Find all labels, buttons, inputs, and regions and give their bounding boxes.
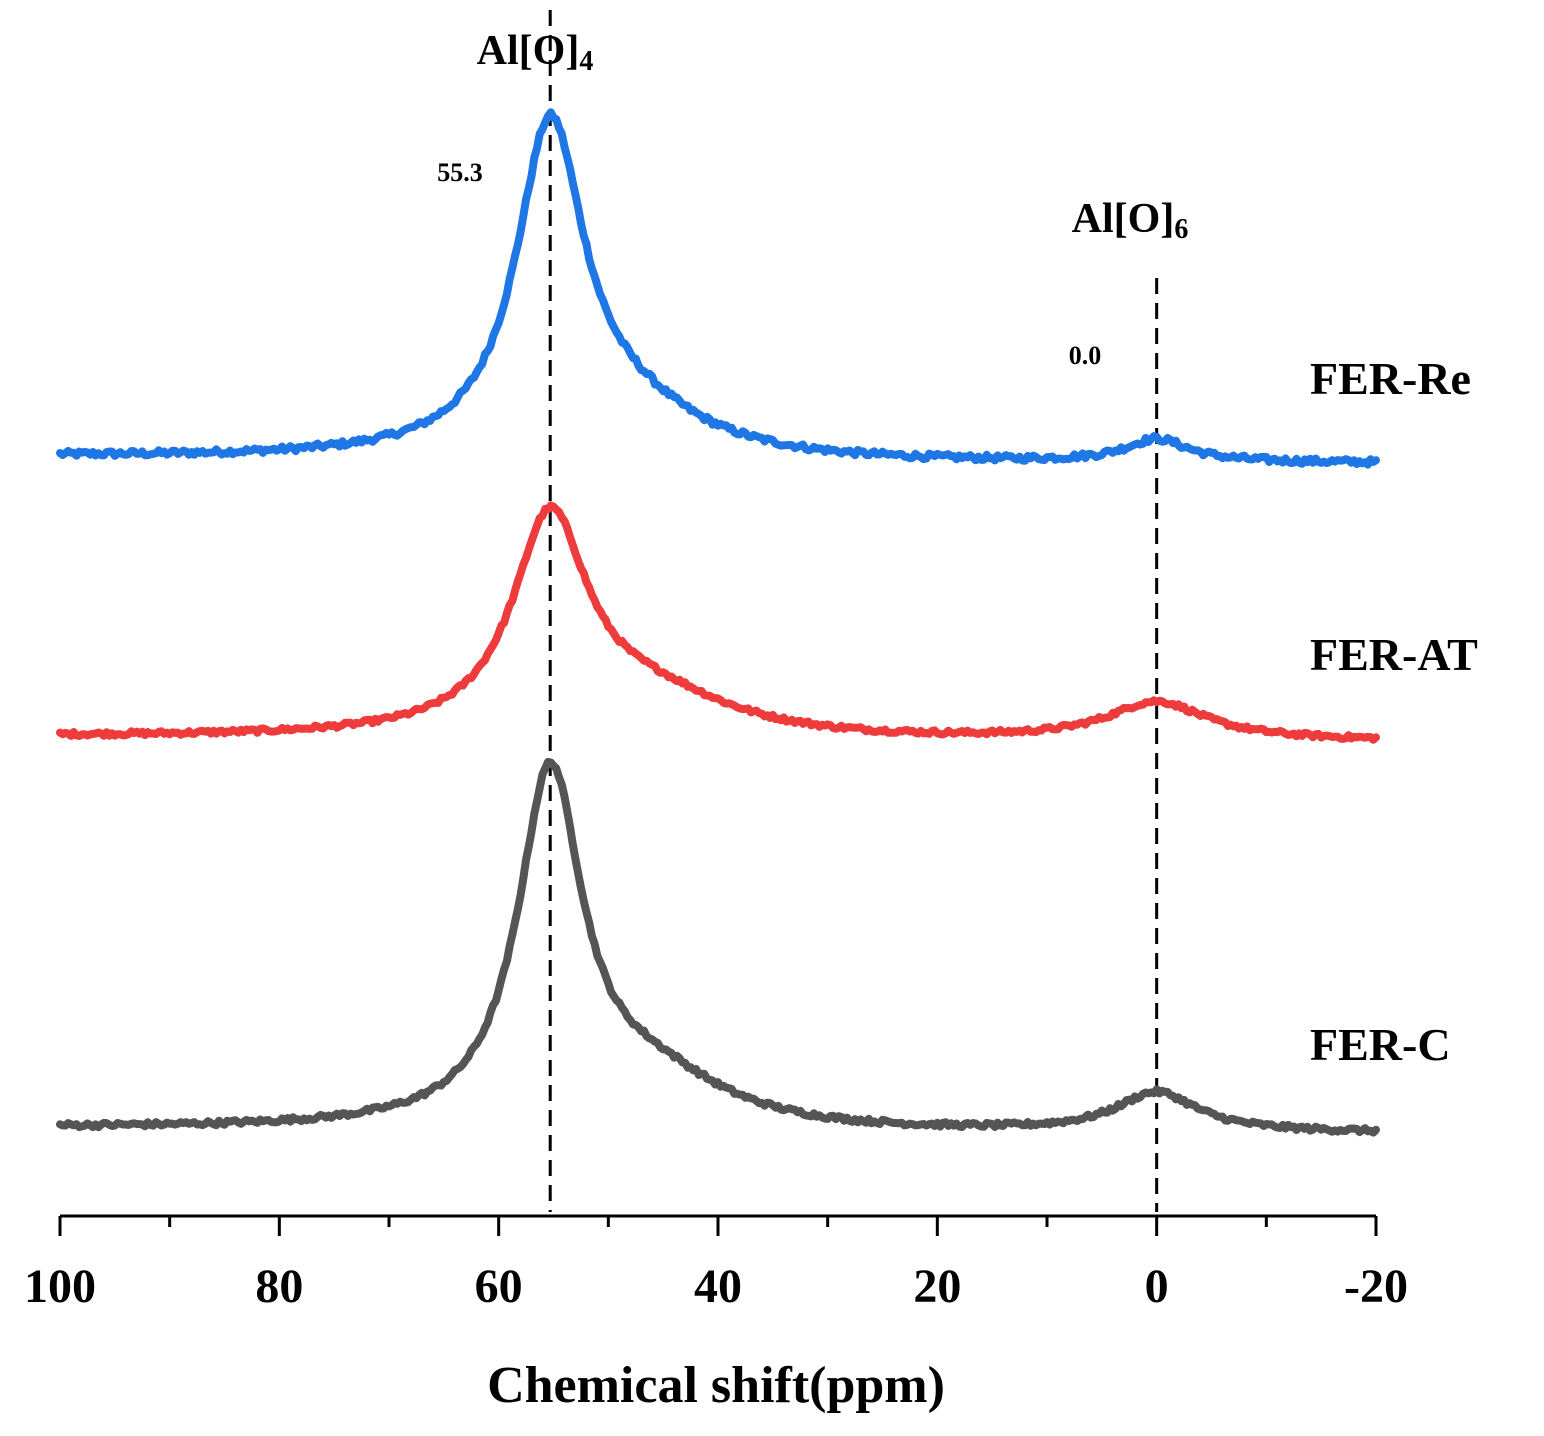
x-tick-label: -20 — [1344, 1260, 1408, 1313]
series-lines — [56, 108, 1380, 1137]
peak-position-label-55: 55.3 — [437, 158, 483, 187]
x-axis-tick-labels: 100 80 60 40 20 0 -20 — [24, 1260, 1408, 1313]
x-tick-label: 100 — [24, 1260, 96, 1313]
peak-position-label-0: 0.0 — [1069, 341, 1102, 370]
x-tick-label: 60 — [475, 1260, 523, 1313]
series-label-fer-c: FER-C — [1310, 1019, 1451, 1070]
peak-annotation-octahedral: Al[O]6 — [1072, 196, 1189, 245]
peak-annotation-tetrahedral: Al[O]4 — [477, 28, 594, 77]
annotation-subscript: 4 — [579, 46, 593, 77]
annotation-base: Al[O] — [477, 28, 580, 74]
x-tick-label: 20 — [913, 1260, 961, 1313]
x-axis-ticks — [58, 1216, 1378, 1236]
series-label-fer-at: FER-AT — [1310, 629, 1478, 680]
series-label-fer-re: FER-Re — [1310, 353, 1471, 404]
series-line-fer-c — [56, 757, 1380, 1137]
annotation-subscript: 6 — [1174, 214, 1188, 245]
series-line-fer-at — [56, 501, 1380, 744]
x-tick-label: 40 — [694, 1260, 742, 1313]
x-axis-title: Chemical shift(ppm) — [487, 1357, 945, 1414]
series-line-fer-re — [56, 108, 1380, 469]
x-tick-label: 0 — [1145, 1260, 1169, 1313]
annotation-base: Al[O] — [1072, 196, 1175, 242]
x-tick-label: 80 — [255, 1260, 303, 1313]
